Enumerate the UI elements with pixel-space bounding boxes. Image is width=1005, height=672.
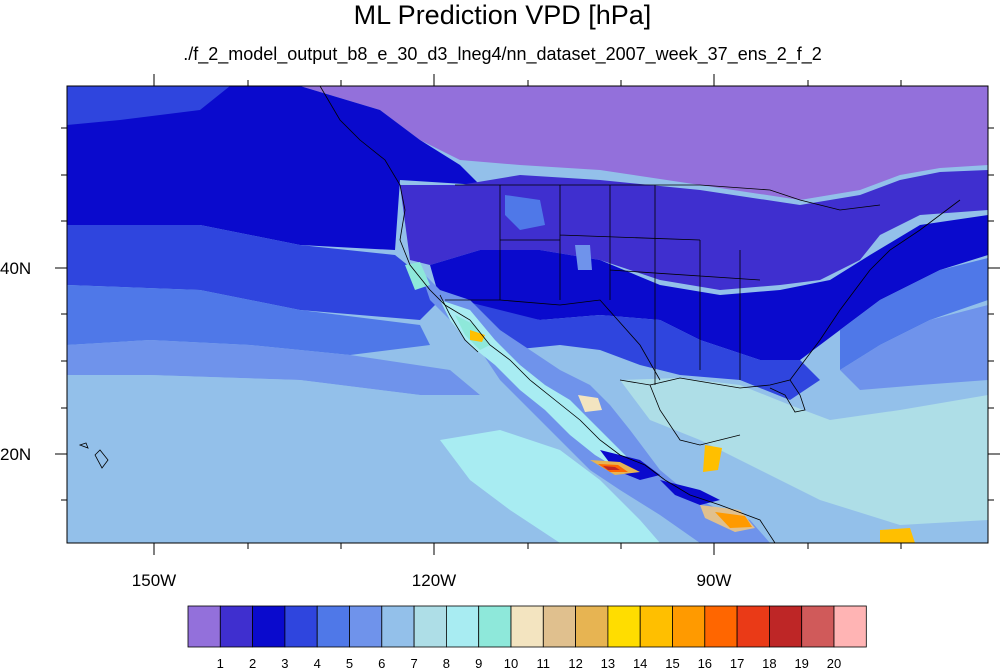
- colorbar-tick-label: 11: [536, 656, 551, 671]
- colorbar-tick-label: 1: [216, 656, 224, 671]
- chart-subtitle: ./f_2_model_output_b8_e_30_d3_lneg4/nn_d…: [183, 44, 822, 64]
- colorbar-tick-label: 12: [568, 656, 583, 671]
- coastlines: [78, 86, 961, 543]
- field-baja-14: [470, 330, 485, 342]
- colorbar-swatch: [769, 605, 803, 648]
- field-level-4a: [67, 86, 230, 125]
- colorbar-swatch: [252, 605, 286, 648]
- lat-label-20n: 20N: [0, 445, 32, 464]
- colorbar-tick-label: 5: [345, 656, 354, 671]
- field-level-6a: [67, 340, 480, 395]
- colorbar-tick-label: 6: [378, 656, 386, 671]
- state-borders: [499, 185, 761, 385]
- field-level-5a: [67, 285, 430, 355]
- colorbar-swatch: [219, 605, 254, 648]
- field-level-4c: [460, 300, 820, 400]
- lon-label-120w: 120W: [411, 571, 457, 590]
- vpd-field: [67, 86, 988, 543]
- colorbar-swatch: [187, 605, 221, 648]
- colorbar-swatch: [478, 605, 512, 648]
- east-coast: [789, 199, 961, 381]
- colorbar-swatch: [704, 605, 738, 648]
- colorbar-tick-label: 13: [600, 656, 616, 671]
- field-level-7b: [67, 375, 620, 543]
- chart-title: ML Prediction VPD [hPa]: [353, 0, 652, 30]
- colorbar-tick-label: 15: [665, 656, 680, 671]
- field-rockies-5: [505, 195, 545, 230]
- colorbar-tick-label: 17: [729, 656, 745, 671]
- colorbar-tick-label: 16: [697, 656, 713, 671]
- colorbar-swatch: [510, 605, 544, 648]
- baja-peninsula: [439, 294, 479, 353]
- colorbar-swatch: [672, 605, 706, 648]
- lon-label-90w: 90W: [696, 571, 732, 590]
- colorbar-swatch: [316, 605, 350, 648]
- field-central-15: [715, 512, 752, 528]
- colorbar-tick-label: 7: [410, 656, 418, 671]
- field-level-4b: [67, 225, 440, 320]
- gulf-coast: [619, 377, 806, 413]
- colorbar-swatch: [575, 605, 609, 648]
- lat-label-40n: 40N: [0, 259, 32, 278]
- colorbar-tick-label: 3: [281, 656, 289, 671]
- colorbar-swatch: [542, 605, 576, 648]
- colorbar-swatch: [445, 605, 480, 648]
- colorbar-tick-label: 9: [475, 656, 483, 671]
- colorbar-tick-label: 19: [794, 656, 809, 671]
- colorbar-swatch: [607, 605, 641, 648]
- colorbar-tick-label: 14: [632, 656, 648, 671]
- yucatan-coast: [649, 384, 741, 446]
- tick-marks: [55, 74, 1000, 555]
- us-canada-border: [455, 184, 881, 211]
- colorbar-tick-label: 2: [248, 656, 257, 671]
- colorbar-swatch: [801, 605, 835, 648]
- colorbar-tick-label: 10: [503, 656, 519, 671]
- colorbar-swatch: [736, 605, 770, 648]
- field-level-3b: [430, 215, 988, 360]
- colorbar-swatch: [833, 605, 867, 648]
- field-level-1: [67, 86, 988, 200]
- colorbar-swatch: [413, 605, 447, 648]
- field-level-2a: [400, 170, 988, 290]
- colorbar-swatch: [284, 605, 318, 648]
- field-level-9a: [440, 430, 660, 543]
- field-yucatan-14: [703, 445, 722, 472]
- colorbar-tick-label: 20: [826, 656, 842, 671]
- field-level-5b: [840, 258, 988, 370]
- field-calif-10: [405, 262, 430, 290]
- west-coast: [319, 86, 776, 543]
- colorbar-swatch: [381, 605, 415, 648]
- field-mexico-11: [578, 395, 602, 412]
- colorbar-tick-label: 4: [313, 656, 321, 671]
- field-rockies-6: [575, 245, 592, 270]
- colorbar-swatch: [349, 605, 383, 648]
- field-hot-18: [603, 466, 620, 470]
- lon-label-150w: 150W: [131, 571, 177, 590]
- hawaii: [78, 442, 109, 469]
- colorbar-tick-label: 18: [762, 656, 777, 671]
- us-mexico-border: [445, 299, 661, 381]
- colorbar-swatch: [639, 605, 673, 648]
- field-level-6b: [840, 305, 988, 390]
- field-level-7a: [620, 378, 988, 525]
- colorbar-tick-label: 8: [442, 656, 450, 671]
- field-mexico-3: [600, 450, 660, 480]
- field-level-3a: [67, 86, 480, 250]
- colorbar: [187, 605, 867, 648]
- field-sa-14: [880, 528, 915, 543]
